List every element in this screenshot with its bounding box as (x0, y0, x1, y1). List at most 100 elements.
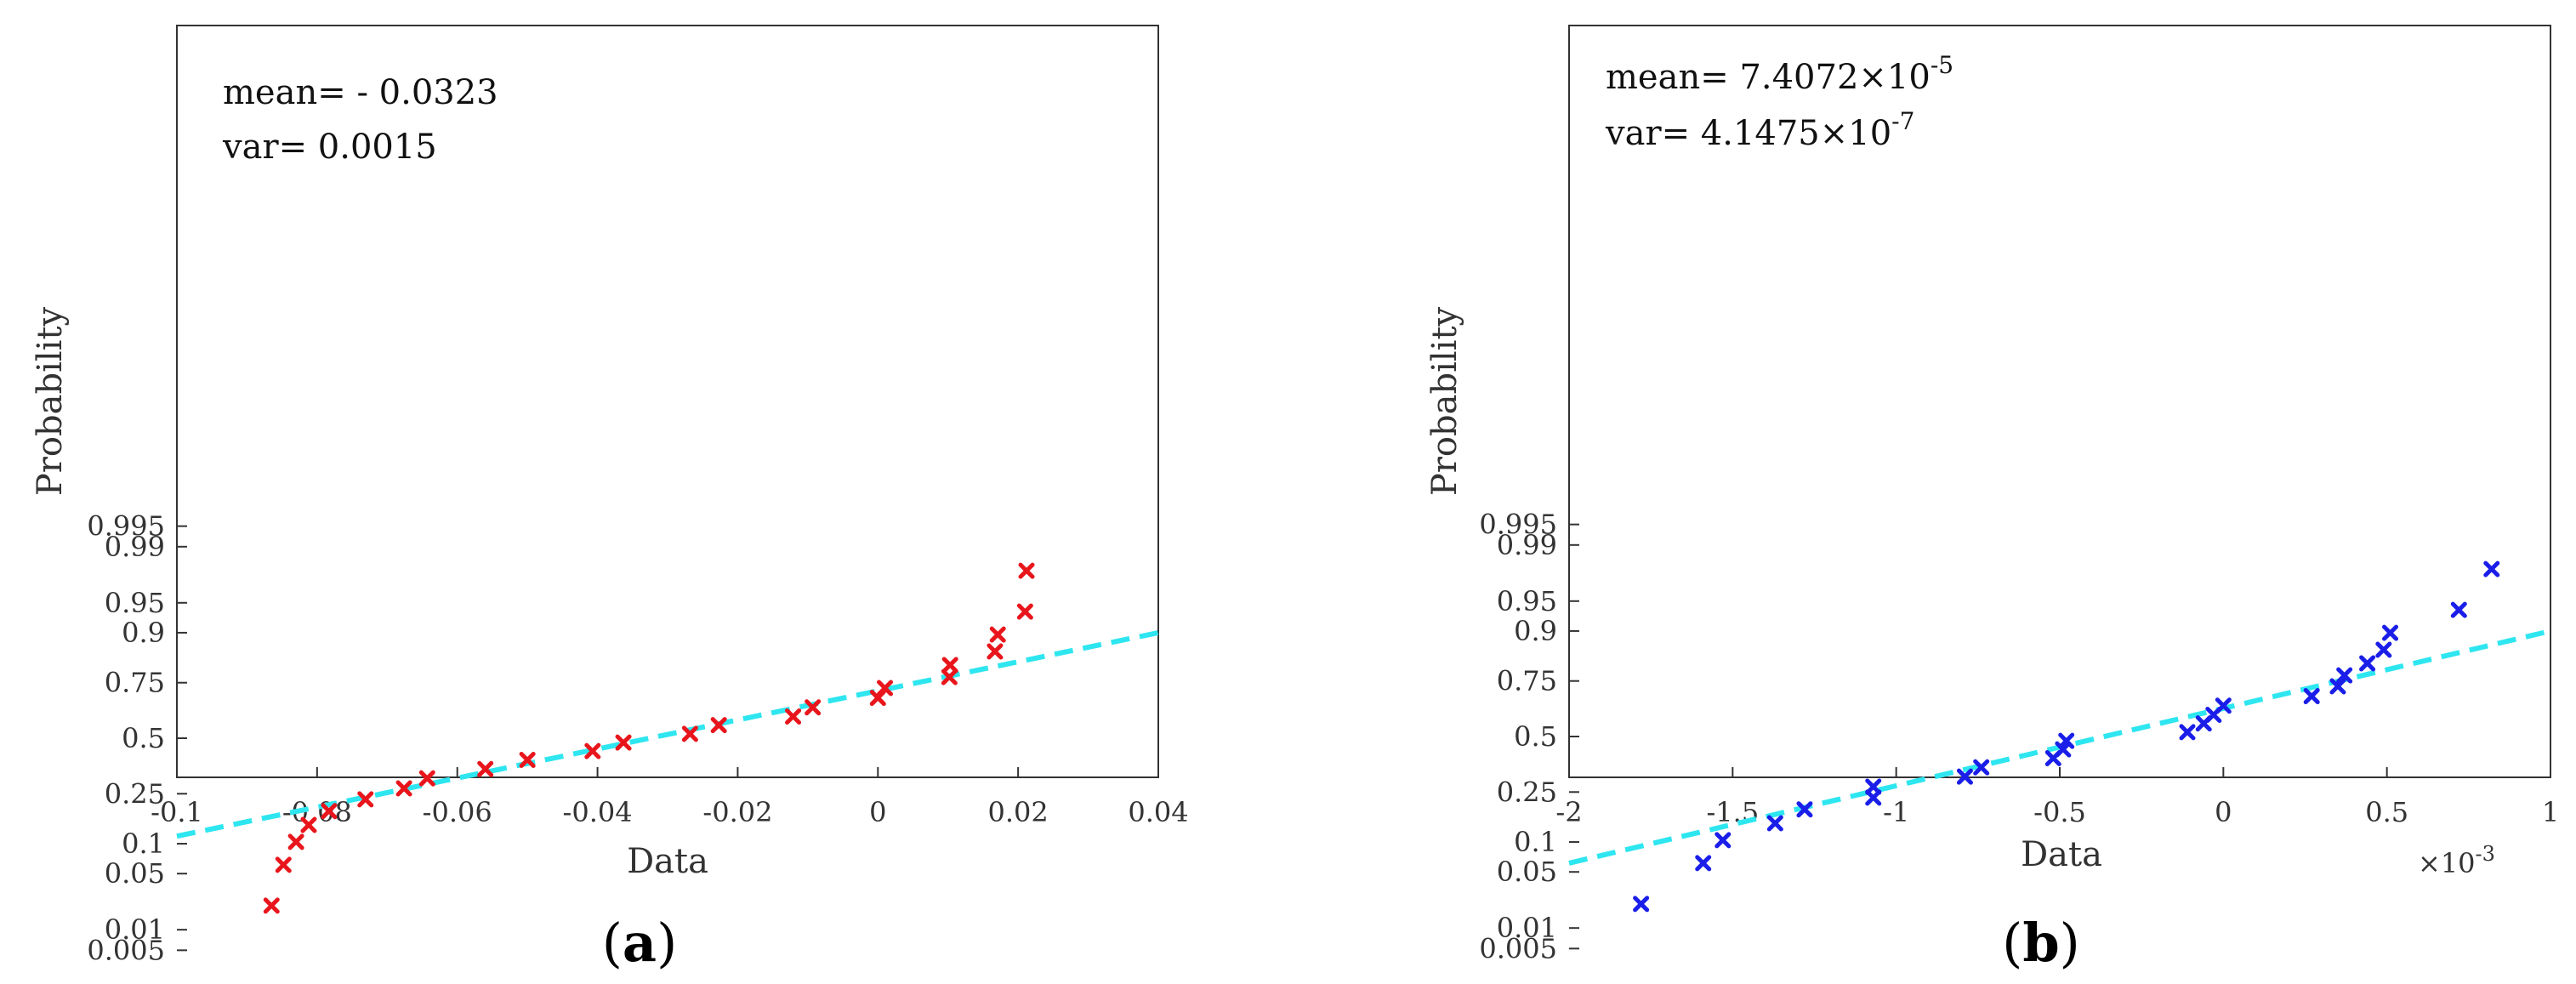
chart-a-x-axis-label: Data (627, 842, 708, 881)
data-point (1633, 896, 1650, 913)
y-tick-label: 0.9 (122, 617, 165, 649)
data-point (1018, 562, 1035, 579)
data-point (2215, 697, 2232, 714)
data-point (2058, 732, 2075, 749)
y-tick-label: 0.95 (105, 587, 165, 619)
y-tick-label: 0.05 (105, 857, 165, 890)
data-point (2382, 624, 2399, 641)
chart-b-x-axis-label: Data (2021, 835, 2102, 874)
chart-b-annotation-mean: mean= 7.4072×10-5 (1606, 51, 1953, 97)
x-tick-label: 0.5 (2365, 796, 2408, 828)
data-point (2359, 655, 2376, 672)
x-tick-label: -0.1 (151, 796, 203, 828)
y-tick-label: 0.5 (122, 722, 165, 754)
chart-b-mean-exponent: -5 (1931, 51, 1953, 79)
y-tick-label: 0.9 (1514, 615, 1557, 647)
data-point (584, 742, 601, 759)
x-tick-label: -0.04 (563, 796, 633, 828)
data-point (1016, 603, 1033, 620)
y-tick-label: 0.25 (1497, 776, 1557, 808)
y-tick-label: 0.05 (1497, 856, 1557, 888)
data-point (941, 657, 958, 674)
chart-b-panel-letter: b (2022, 912, 2059, 974)
chart-b-x-scale-base: ×10 (2418, 847, 2476, 879)
chart-b-mean-text: mean= 7.4072×10 (1606, 58, 1931, 97)
x-tick-label: -0.02 (702, 796, 772, 828)
data-point (2375, 641, 2392, 658)
data-point (941, 668, 958, 685)
chart-a-y-axis-label: Probability (31, 306, 70, 496)
y-tick-label: 0.01 (1497, 912, 1557, 944)
chart-b: -2 -1.5 -1 -0.5 0 0.5 1 0.0050.010.050.10.250.… (1425, 25, 2559, 974)
data-point (785, 708, 802, 725)
chart-a-fit-line (176, 630, 1159, 839)
x-tick-label: 1 (2542, 796, 2559, 828)
x-tick-label: -1 (1883, 796, 1909, 828)
data-point (615, 734, 632, 751)
data-point (681, 725, 698, 742)
x-tick-label: 0 (2215, 796, 2232, 828)
y-tick-label: 0.1 (122, 828, 165, 860)
chart-a-panel-close-paren: ) (657, 912, 677, 974)
y-tick-label: 0.95 (1497, 585, 1557, 617)
chart-a: -0.1 -0.08 -0.06 -0.04 -0.02 0 0.02 0.04 0.0050… (31, 25, 1189, 974)
y-tick-label: 0.01 (105, 913, 165, 946)
y-tick-label: 0.995 (87, 510, 165, 543)
data-point (287, 833, 304, 850)
chart-b-annotation-var: var= 4.1475×10-7 (1605, 107, 1914, 153)
y-tick-label: 0.005 (87, 934, 165, 966)
data-point (1956, 768, 1973, 785)
chart-b-panel-open-paren: ( (2002, 912, 2022, 974)
chart-a-x-ticks: -0.1 -0.08 -0.06 -0.04 -0.02 0 0.02 0.04 (151, 767, 1189, 828)
data-point (418, 770, 435, 787)
data-point (300, 816, 317, 833)
chart-b-var-exponent: -7 (1891, 107, 1914, 135)
chart-b-panel-close-paren: ) (2060, 912, 2080, 974)
chart-b-x-ticks: -2 -1.5 -1 -0.5 0 0.5 1 (1555, 767, 2559, 828)
data-point (987, 643, 1004, 660)
data-point (877, 680, 894, 697)
data-point (1766, 815, 1783, 832)
chart-a-panel-letter: a (623, 912, 657, 974)
chart-b-var-text: var= 4.1475×10 (1605, 114, 1891, 153)
y-tick-label: 0.1 (1514, 826, 1557, 858)
chart-b-y-axis-label: Probability (1425, 306, 1464, 496)
data-point (1796, 801, 1813, 818)
y-tick-label: 0.75 (105, 667, 165, 699)
data-point (477, 760, 494, 777)
chart-b-x-scale-multiplier: ×10-3 (2418, 842, 2495, 879)
chart-a-panel-open-paren: ( (602, 912, 623, 974)
y-tick-label: 0.005 (1479, 932, 1557, 964)
data-point (519, 752, 536, 769)
data-point (1714, 832, 1732, 849)
x-tick-label: 0 (869, 796, 886, 828)
y-tick-label: 0.25 (105, 777, 165, 810)
data-point (395, 780, 412, 797)
data-point (989, 626, 1006, 643)
chart-b-x-scale-exponent: -3 (2476, 842, 2495, 866)
y-tick-label: 0.5 (1514, 720, 1557, 753)
x-tick-label: 0.02 (988, 796, 1049, 828)
x-tick-label: 0.04 (1128, 796, 1188, 828)
data-point (275, 856, 292, 873)
data-point (805, 699, 822, 716)
data-point (2179, 724, 2196, 741)
y-tick-label: 0.995 (1479, 509, 1557, 541)
data-point (2303, 688, 2320, 705)
data-point (2450, 601, 2467, 618)
y-tick-label: 0.99 (1497, 529, 1557, 561)
chart-a-annotation-var: var= 0.0015 (222, 128, 437, 167)
y-tick-label: 0.75 (1497, 665, 1557, 697)
x-tick-label: -0.06 (423, 796, 492, 828)
data-point (2483, 560, 2500, 577)
x-tick-label: -2 (1555, 796, 1582, 828)
chart-a-plot-area (176, 25, 1159, 778)
chart-b-points (1633, 560, 2500, 913)
data-point (2329, 678, 2346, 695)
chart-a-points (263, 562, 1035, 914)
chart-a-annotation-mean: mean= - 0.0323 (223, 73, 498, 112)
chart-b-panel-label: (b) (2002, 912, 2080, 974)
x-tick-label: -0.5 (2033, 796, 2086, 828)
